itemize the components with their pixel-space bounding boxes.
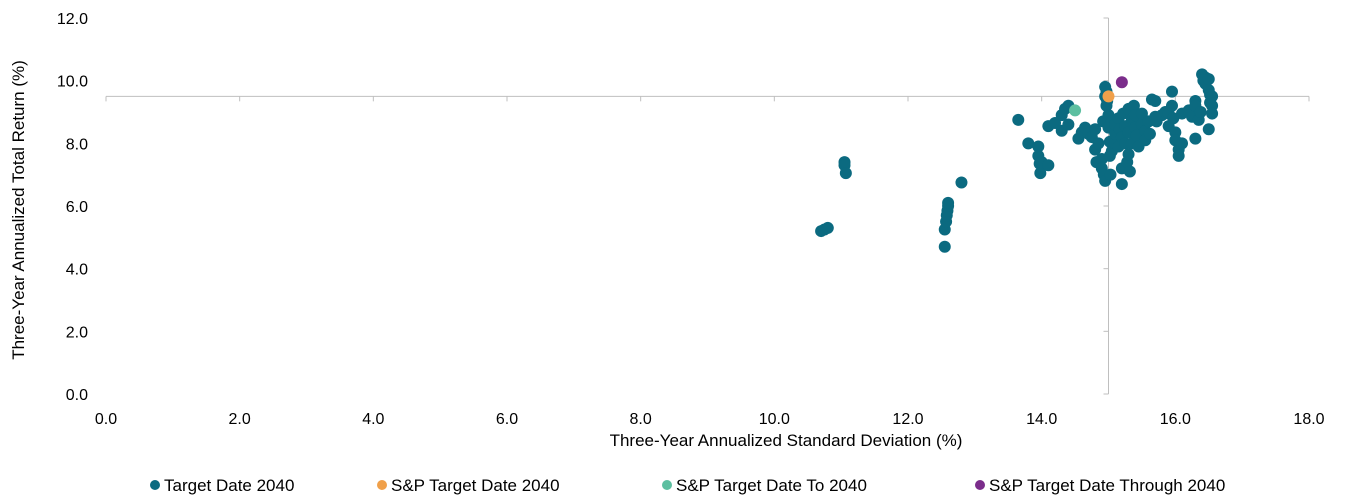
y-tick-label: 12.0 [57,11,88,28]
data-point [821,221,834,234]
legend: Target Date 2040 S&P Target Date 2040 S&P … [150,476,1225,495]
data-points [815,68,1219,253]
data-point [1115,178,1128,191]
y-tick-label: 8.0 [66,136,88,153]
data-point [1012,113,1025,126]
data-point [1022,137,1035,150]
y-tick-label: 6.0 [66,199,88,216]
y-tick-label: 0.0 [66,387,88,404]
x-tick-label: 2.0 [229,411,251,428]
data-point [1122,148,1135,161]
data-point [1202,123,1215,136]
data-point [1165,85,1178,98]
data-point [1049,116,1062,129]
axes [105,17,1310,395]
x-tick-label: 16.0 [1160,411,1191,428]
data-point [1034,167,1047,180]
data-point [1202,73,1215,86]
legend-label: S&P Target Date 2040 [391,476,560,495]
data-point [938,240,951,253]
data-point [1135,107,1148,120]
legend-item: Target Date 2040 [150,476,294,495]
x-tick-label: 10.0 [759,411,790,428]
data-point [1032,140,1045,153]
x-tick-label: 14.0 [1026,411,1057,428]
data-point [1127,99,1140,112]
data-point [1069,104,1082,117]
data-point [1104,168,1117,181]
data-point [942,196,955,209]
y-tick-label: 2.0 [66,324,88,341]
data-point [1089,123,1102,136]
data-point [1206,90,1219,103]
legend-label: S&P Target Date Through 2040 [989,476,1225,495]
data-point [1143,127,1156,140]
data-point [1102,90,1115,103]
legend-marker [377,480,387,490]
data-point [1092,137,1105,150]
data-point [1123,165,1136,178]
legend-label: Target Date 2040 [164,476,294,495]
data-point [1115,76,1128,89]
x-tick-label: 0.0 [95,411,117,428]
legend-marker [150,480,160,490]
tick-labels: 0.0 2.0 4.0 6.0 8.0 10.0 12.0 14.0 16.0 18.0 0.0 2.… [57,11,1325,428]
data-point [1206,107,1219,120]
data-point [1189,132,1202,145]
legend-marker [975,480,985,490]
x-tick-label: 12.0 [892,411,923,428]
data-point [1176,137,1189,150]
x-tick-label: 4.0 [362,411,384,428]
y-tick-label: 4.0 [66,262,88,279]
x-tick-label: 18.0 [1293,411,1324,428]
y-axis-title: Three-Year Annualized Total Return (%) [9,60,28,360]
data-point [839,167,852,180]
legend-item: S&P Target Date 2040 [377,476,560,495]
data-point [1165,99,1178,112]
y-tick-label: 10.0 [57,74,88,91]
y-axis-title-group: Three-Year Annualized Total Return (%) [9,60,28,360]
legend-item: S&P Target Date To 2040 [662,476,867,495]
legend-marker [662,480,672,490]
data-point [1042,159,1055,172]
data-point [1172,149,1185,162]
legend-label: S&P Target Date To 2040 [676,476,867,495]
data-point [1149,95,1162,108]
legend-item: S&P Target Date Through 2040 [975,476,1225,495]
data-point [955,176,968,189]
x-axis-title: Three-Year Annualized Standard Deviation… [610,431,963,450]
data-point [1062,118,1075,131]
x-tick-label: 8.0 [630,411,652,428]
data-point [1194,106,1207,118]
x-tick-label: 6.0 [496,411,518,428]
